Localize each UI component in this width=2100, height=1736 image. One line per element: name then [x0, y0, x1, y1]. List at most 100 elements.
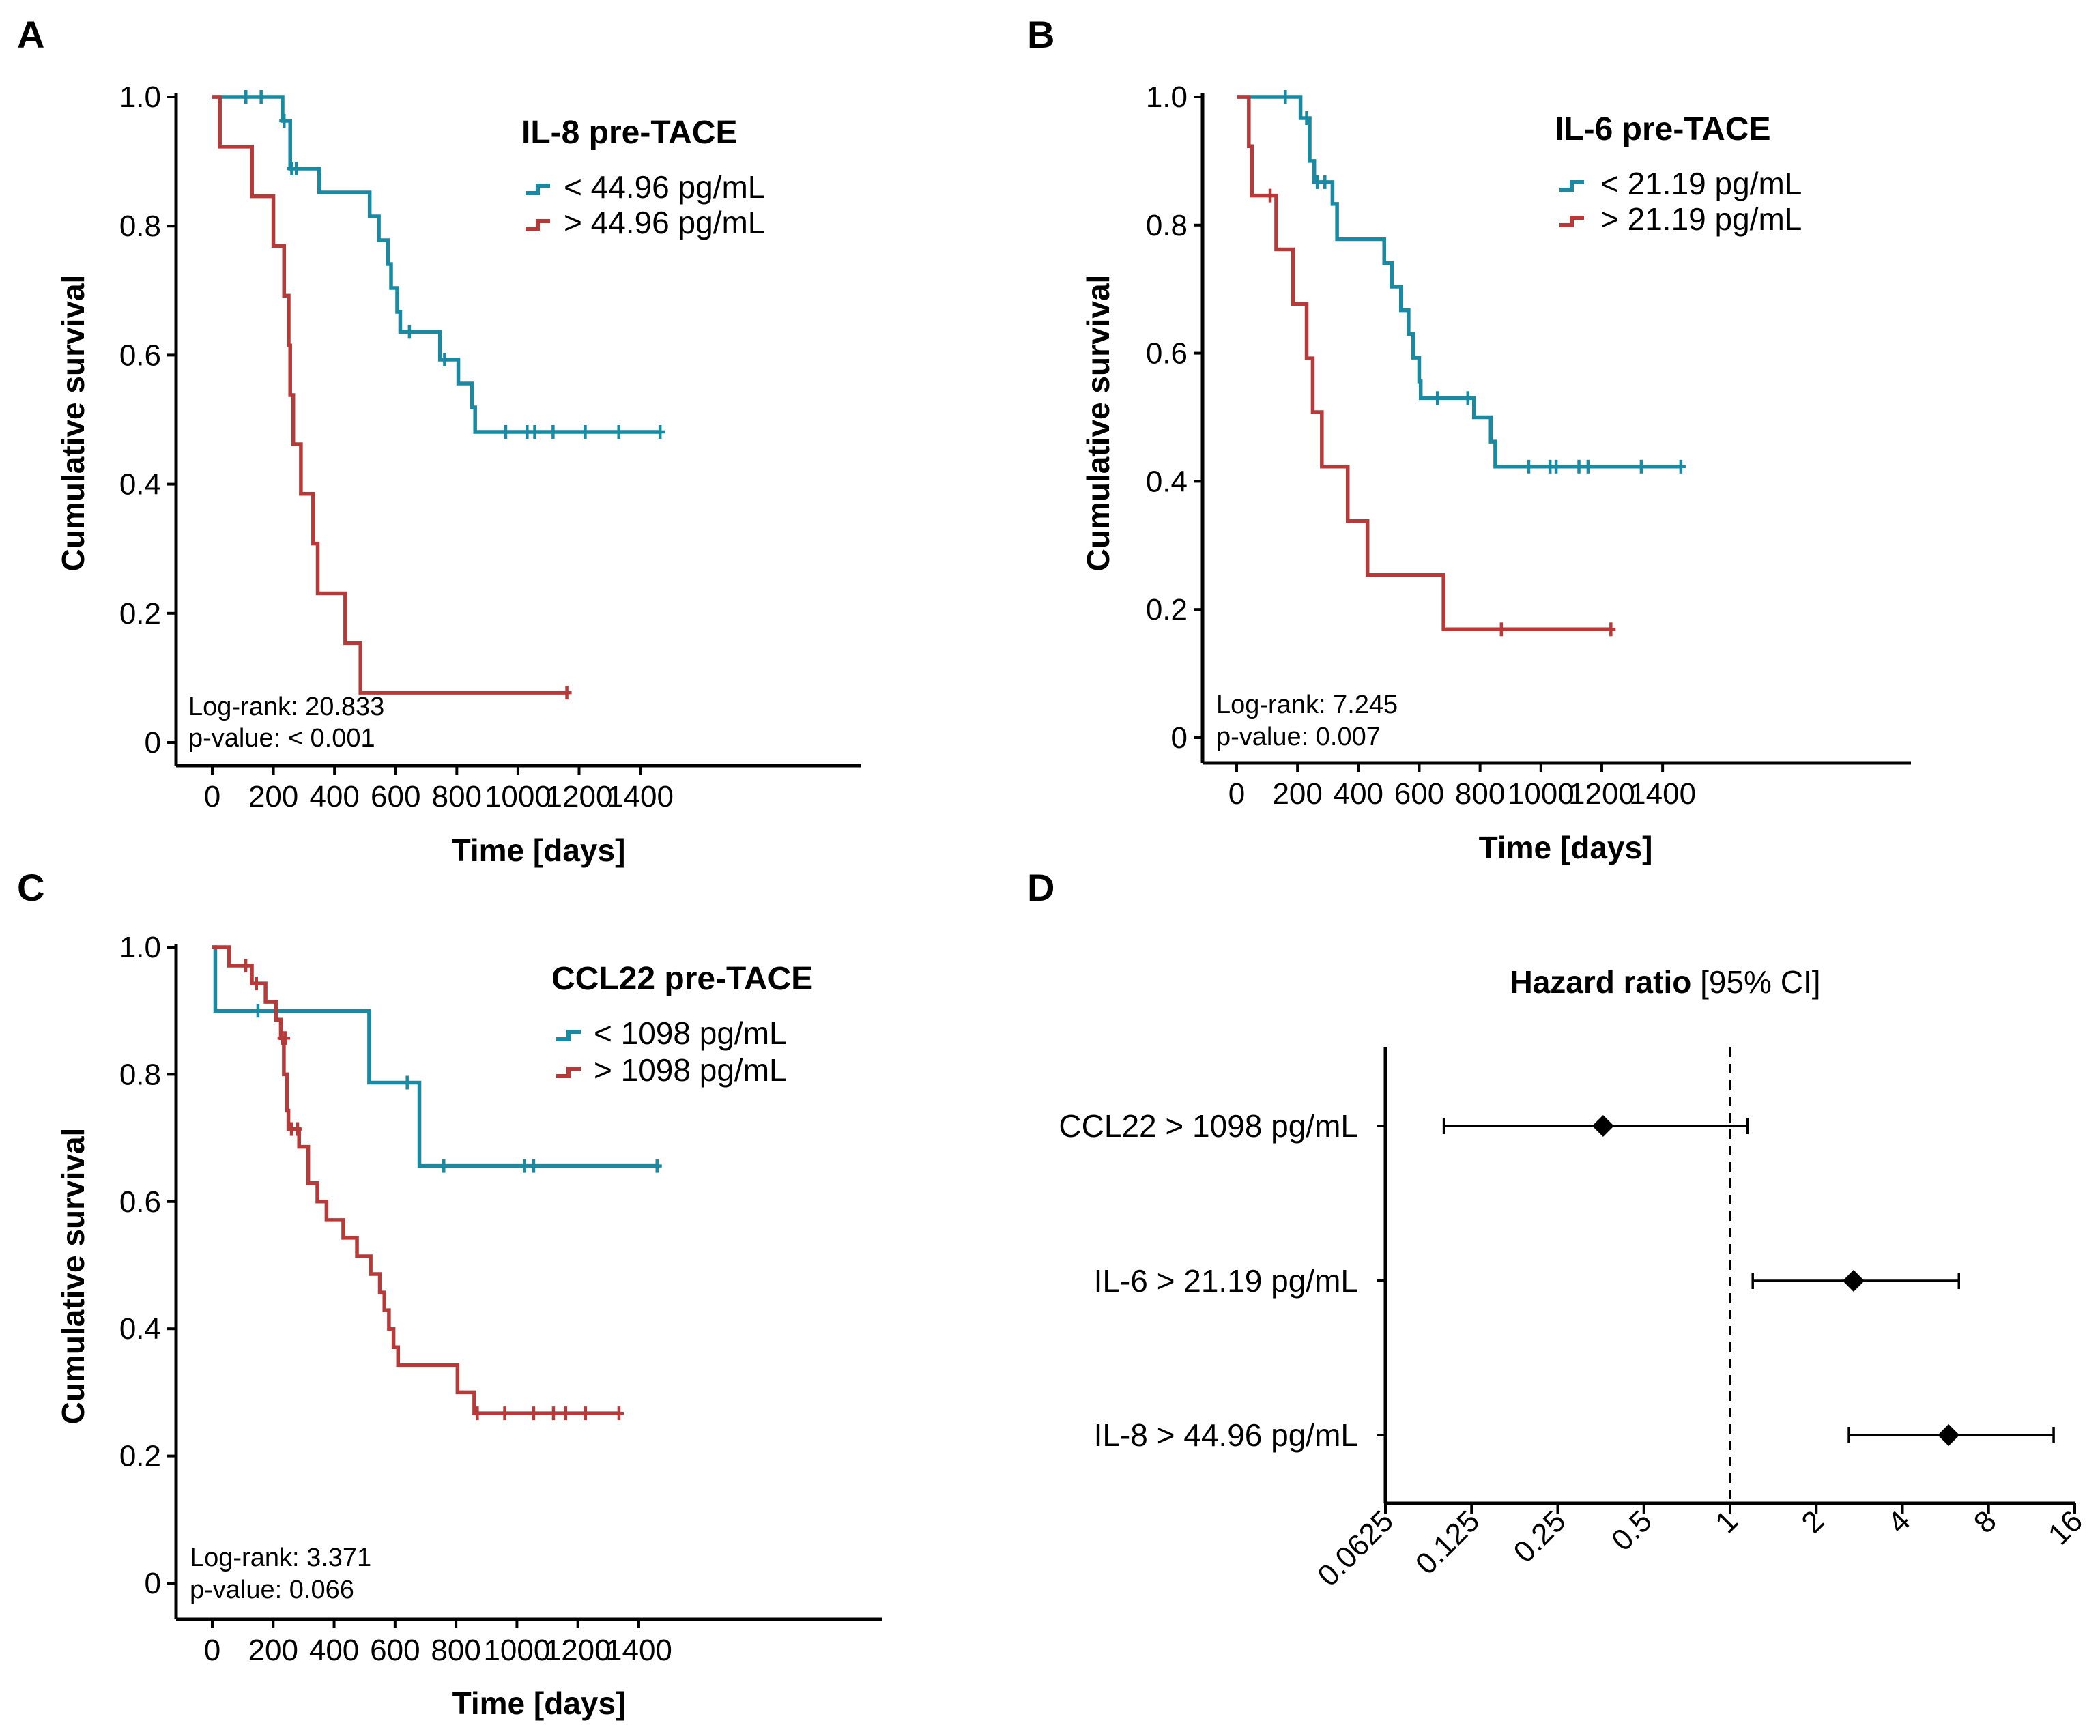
panel-label: A: [17, 13, 44, 56]
legend-swatch-low: [1559, 180, 1584, 192]
forest-title-bold: Hazard ratio: [1510, 964, 1691, 1000]
y-tick-label: 0.4: [119, 1312, 161, 1346]
panel-label: D: [1027, 866, 1054, 909]
x-tick-label: 800: [431, 1634, 480, 1667]
y-tick-label: 0.6: [1146, 337, 1188, 371]
survival-curve-high: [212, 95, 567, 695]
x-tick-label: 600: [1394, 777, 1444, 811]
x-tick-label: 8: [1968, 1504, 2003, 1539]
x-tick-label: 1200: [1568, 777, 1635, 811]
legend-swatch-low: [526, 184, 550, 195]
x-tick-label: 0.0625: [1311, 1504, 1400, 1593]
y-tick-label: 1.0: [119, 81, 161, 114]
legend-swatch-high: [556, 1067, 581, 1078]
y-tick-label: 0.4: [1146, 465, 1188, 498]
forest-row-label: IL-6 > 21.19 pg/mL: [1094, 1263, 1358, 1299]
x-tick-label: 1000: [1508, 777, 1574, 811]
x-tick-label: 0: [204, 1634, 220, 1667]
legend-swatch-low: [556, 1030, 581, 1041]
legend: IL-6 pre-TACE < 21.19 pg/mL > 21.19 pg/m…: [1555, 111, 1802, 237]
legend-swatch-high: [1559, 216, 1584, 227]
legend: IL-8 pre-TACE < 44.96 pg/mL > 44.96 pg/m…: [521, 115, 765, 240]
legend-item-low: < 21.19 pg/mL: [1600, 166, 1802, 201]
hazard-ratio-point: [1938, 1424, 1960, 1446]
x-tick-label: 1400: [605, 1634, 672, 1667]
p-value: p-value: < 0.001: [188, 724, 375, 753]
forest-row-label: IL-8 > 44.96 pg/mL: [1094, 1417, 1358, 1453]
log-rank-stat: Log-rank: 3.371: [190, 1544, 371, 1572]
y-tick-label: 0: [1171, 721, 1188, 755]
y-tick-label: 0.2: [119, 1440, 161, 1473]
x-tick-label: 1400: [1629, 777, 1696, 811]
x-tick-label: 200: [248, 1634, 298, 1667]
y-axis-title: Cumulative survival: [55, 1128, 91, 1425]
x-tick-label: 1400: [607, 780, 674, 813]
hazard-ratio-point: [1592, 1115, 1614, 1137]
x-axis-title: Time [days]: [1479, 830, 1653, 865]
survival-curve-low: [212, 95, 661, 434]
survival-curve-high: [1237, 95, 1611, 632]
x-tick-label: 600: [371, 780, 420, 813]
x-tick-label: 200: [1272, 777, 1322, 811]
log-rank-stat: Log-rank: 7.245: [1216, 691, 1398, 719]
x-tick-label: 0.125: [1409, 1504, 1486, 1581]
y-axis-title: Cumulative survival: [1080, 275, 1116, 572]
legend-title: IL-8 pre-TACE: [521, 115, 737, 151]
y-tick-label: 0: [145, 726, 161, 760]
panel-label: C: [17, 866, 44, 909]
x-axis-title: Time [days]: [452, 1686, 627, 1721]
x-tick-label: 800: [1455, 777, 1505, 811]
x-axis-title: Time [days]: [452, 833, 626, 868]
legend-item-low: < 1098 pg/mL: [594, 1015, 787, 1051]
y-tick-label: 0.4: [119, 468, 161, 502]
p-value: p-value: 0.066: [190, 1576, 354, 1604]
forest-title-rest: [95% CI]: [1691, 964, 1820, 1000]
y-tick-label: 0.8: [1146, 209, 1188, 242]
panel-b: B 0 0.2 0.4 0.6 0.8 1.0 0 200 400 600 800 10001200…: [1027, 13, 1911, 865]
x-tick-label: 0: [1228, 777, 1245, 811]
x-tick-label: 1200: [545, 1634, 612, 1667]
x-tick-label: 0: [204, 780, 220, 813]
panel-a: A 0 0.2 0.4 0.6 0.8 1.0 0 200 400 600 800 10001200…: [17, 13, 861, 868]
x-tick-label: 1000: [485, 780, 551, 813]
x-tick-label: 4: [1882, 1504, 1917, 1539]
x-tick-label: 0.25: [1507, 1504, 1572, 1569]
y-tick-label: 0: [145, 1567, 161, 1600]
legend-title: CCL22 pre-TACE: [551, 961, 813, 997]
legend: CCL22 pre-TACE < 1098 pg/mL > 1098 pg/mL: [551, 961, 813, 1088]
x-tick-label: 16: [2042, 1504, 2089, 1551]
panel-label: B: [1027, 13, 1054, 56]
panel-d: D Hazard ratio [95% CI] 0.0625 0.125 0.25 0…: [1027, 866, 2089, 1593]
log-rank-stat: Log-rank: 20.833: [188, 693, 384, 721]
x-tick-label: 600: [370, 1634, 420, 1667]
y-tick-label: 1.0: [1146, 81, 1188, 114]
p-value: p-value: 0.007: [1216, 723, 1381, 751]
legend-item-low: < 44.96 pg/mL: [564, 169, 765, 205]
x-tick-label: 0.5: [1605, 1504, 1658, 1557]
survival-curve-low: [1237, 95, 1681, 469]
x-tick-label: 400: [309, 780, 359, 813]
x-tick-label: 400: [1334, 777, 1383, 811]
x-tick-label: 2: [1795, 1504, 1830, 1539]
y-tick-label: 0.6: [119, 1185, 161, 1219]
x-tick-label: 1000: [483, 1634, 550, 1667]
forest-title: Hazard ratio [95% CI]: [1510, 964, 1820, 1000]
legend-title: IL-6 pre-TACE: [1555, 111, 1770, 147]
y-tick-label: 0.2: [119, 597, 161, 631]
y-tick-label: 0.2: [1146, 593, 1188, 626]
x-tick-label: 1200: [546, 780, 613, 813]
x-tick-label: 200: [248, 780, 298, 813]
legend-item-high: > 21.19 pg/mL: [1600, 201, 1802, 237]
y-tick-label: 0.8: [119, 209, 161, 243]
panel-c: C 0 0.2 0.4 0.6 0.8 1.0 0 200 400 600 800 10001200…: [17, 866, 882, 1721]
hazard-ratio-point: [1842, 1270, 1865, 1292]
survival-curve-high: [212, 945, 619, 1415]
y-tick-label: 0.6: [119, 338, 161, 372]
forest-row-label: CCL22 > 1098 pg/mL: [1059, 1108, 1358, 1144]
survival-curve-low: [212, 945, 657, 1168]
x-tick-label: 800: [432, 780, 482, 813]
x-tick-label: 1: [1709, 1504, 1744, 1539]
x-tick-label: 400: [309, 1634, 359, 1667]
y-tick-label: 0.8: [119, 1058, 161, 1091]
y-tick-label: 1.0: [119, 931, 161, 964]
